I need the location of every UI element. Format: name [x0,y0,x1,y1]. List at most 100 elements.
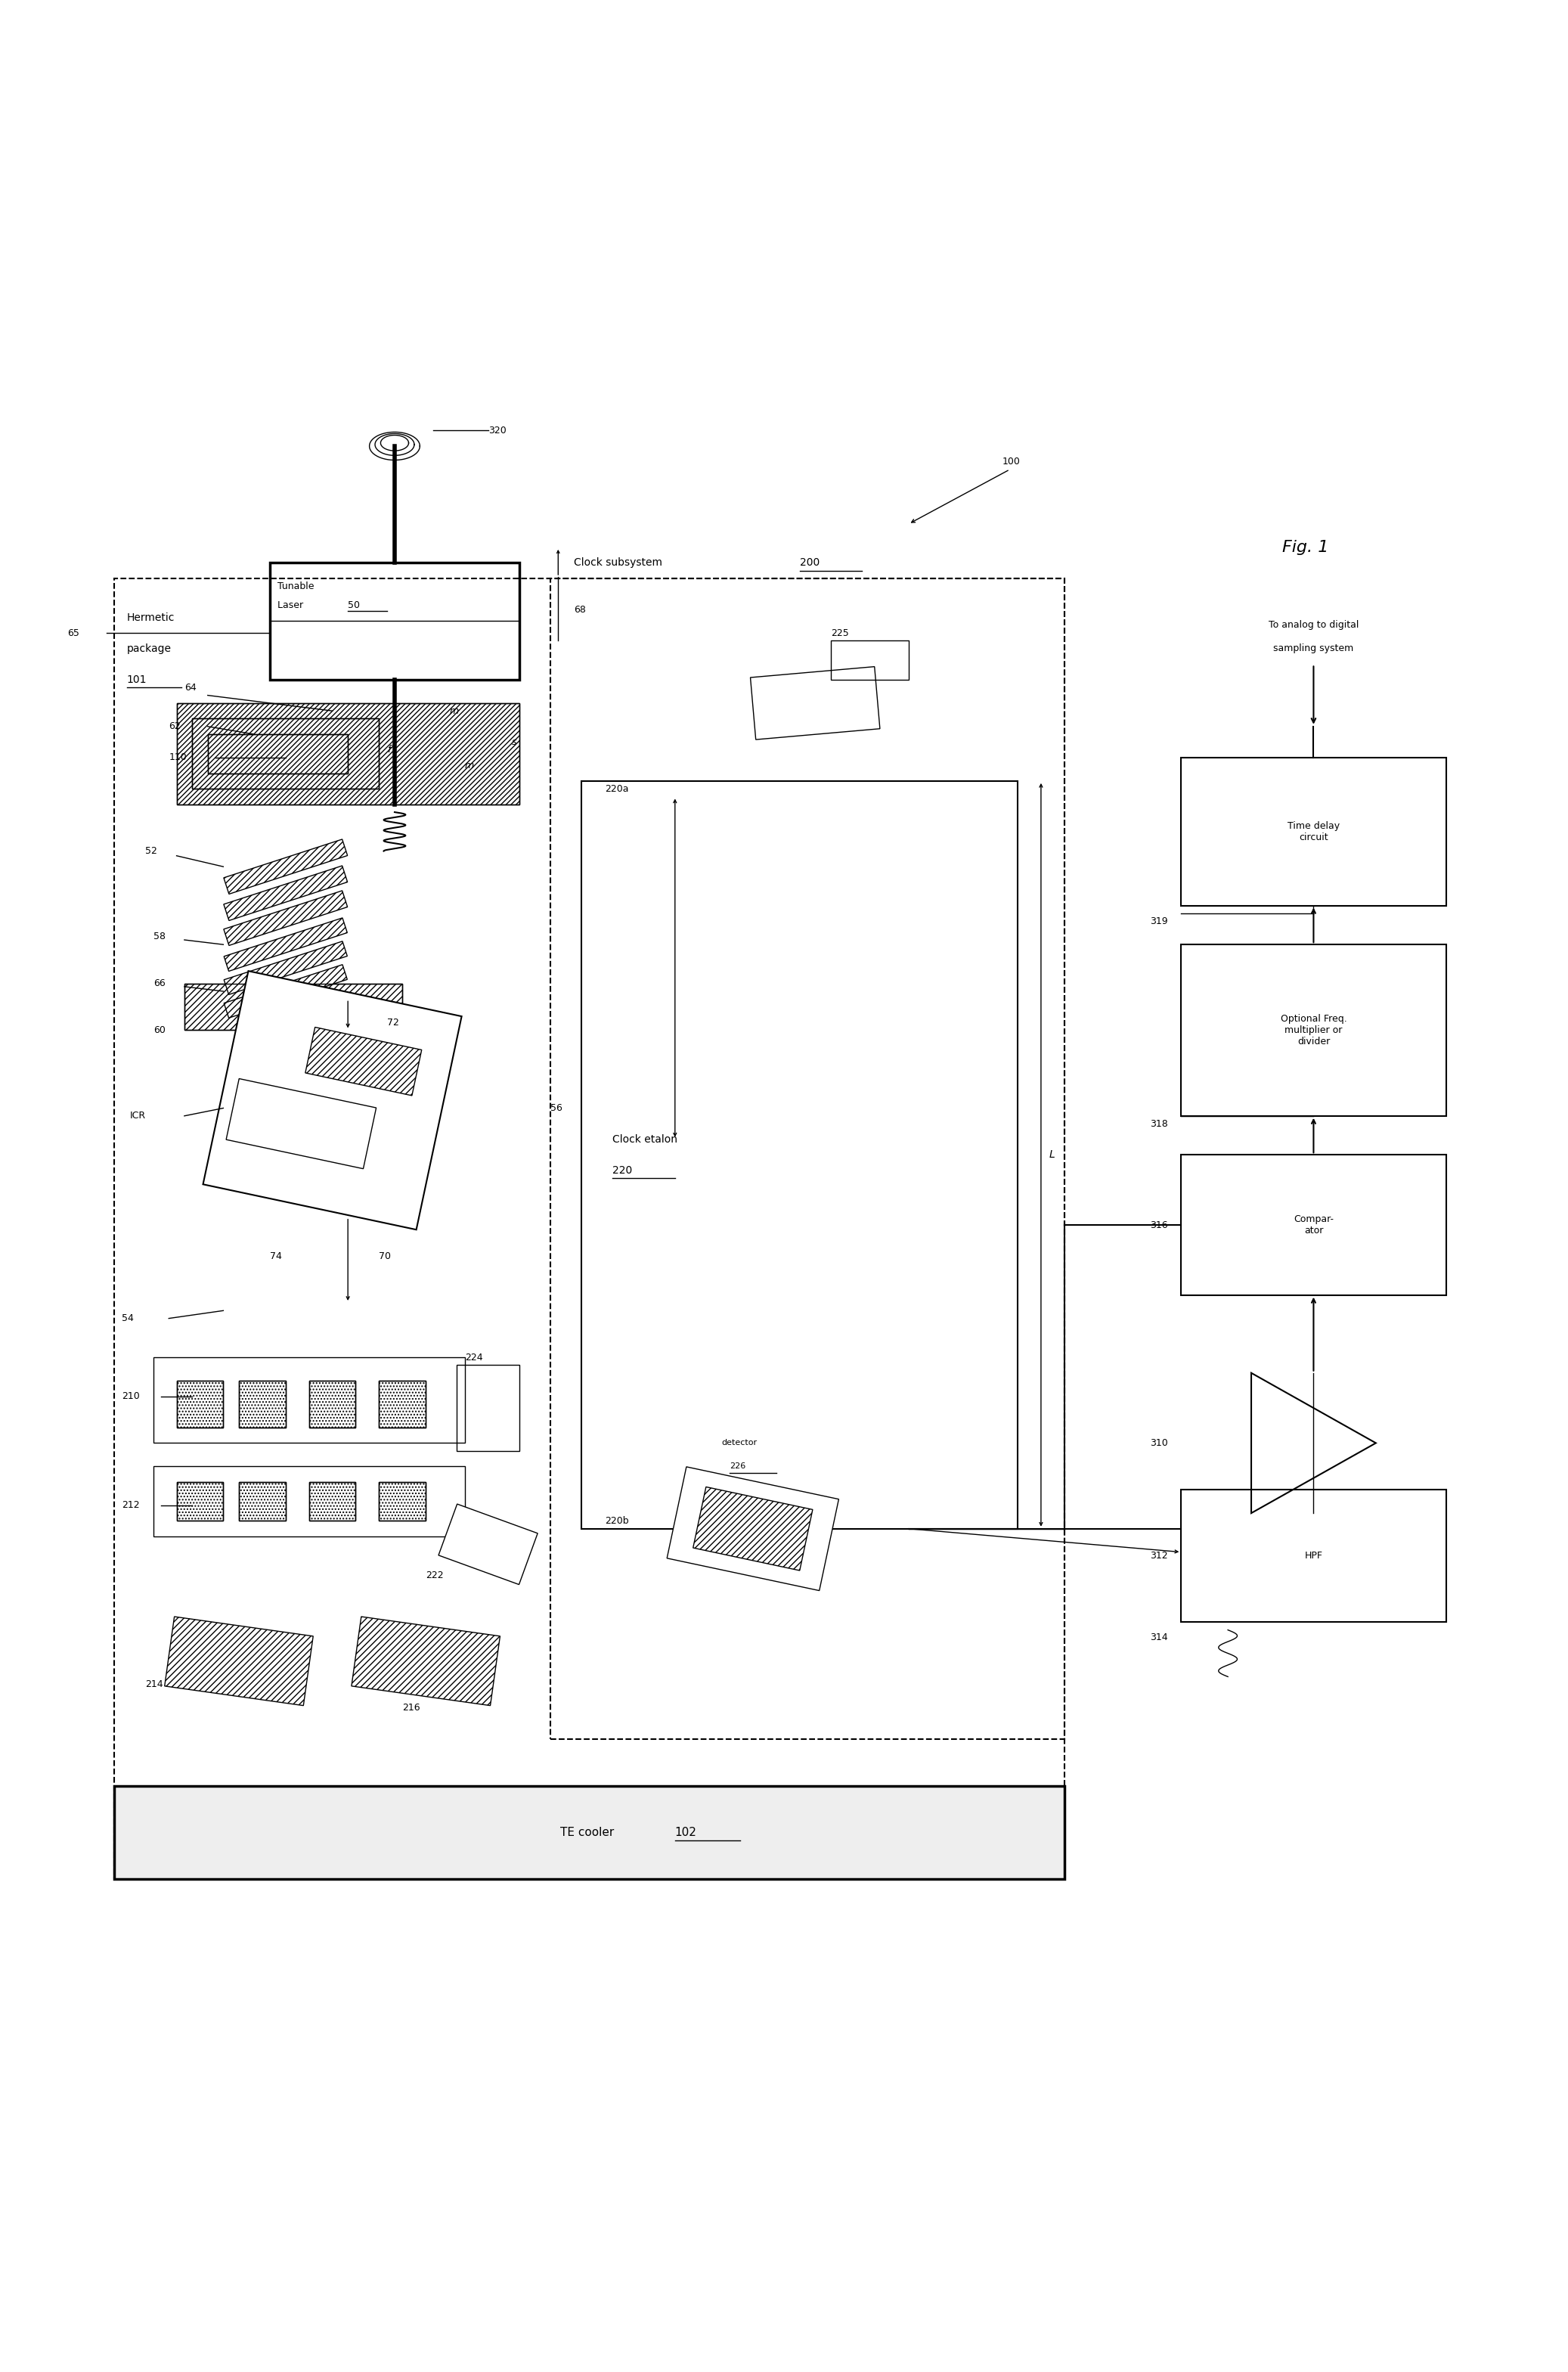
Text: detector: detector [721,1440,757,1447]
Bar [309,1482,356,1520]
Bar [270,562,519,681]
Text: Time delay
circuit: Time delay circuit [1287,821,1339,842]
Polygon shape [439,1504,538,1584]
Text: 316: 316 [1149,1219,1168,1229]
Text: Laser: Laser [278,600,307,610]
Bar [177,702,519,804]
Text: 110: 110 [169,752,187,761]
Bar [379,1482,426,1520]
Bar [185,984,403,1029]
Bar [238,1482,285,1520]
Text: f: f [387,745,390,754]
Bar [309,1482,356,1520]
Bar [379,1381,426,1428]
Text: 200: 200 [800,557,820,569]
Text: 210: 210 [122,1392,140,1402]
Polygon shape [224,890,348,946]
Text: 64: 64 [185,683,196,693]
Text: Compar-
ator: Compar- ator [1294,1214,1334,1236]
Polygon shape [351,1618,500,1705]
Text: s: s [511,738,516,747]
Polygon shape [224,866,348,920]
Bar [379,1381,426,1428]
Bar [154,1357,464,1442]
Text: 101: 101 [127,674,147,686]
Text: 74: 74 [270,1250,282,1262]
Bar [238,1482,285,1520]
Bar [177,1482,223,1520]
Text: 318: 318 [1149,1120,1168,1129]
Text: 60: 60 [154,1025,165,1034]
Polygon shape [224,965,347,1018]
Bar [185,984,403,1029]
Text: TE cooler: TE cooler [560,1826,618,1838]
Text: m: m [464,761,474,771]
Text: 220a: 220a [605,783,629,795]
Bar [238,1381,285,1428]
Text: 212: 212 [122,1501,140,1511]
Polygon shape [666,1466,839,1592]
Text: 68: 68 [574,605,586,614]
Text: 65: 65 [67,629,80,638]
Polygon shape [751,667,880,740]
Text: Fig. 1: Fig. 1 [1283,541,1328,555]
Text: 102: 102 [674,1826,696,1838]
Text: 70: 70 [379,1250,390,1262]
Bar [456,1366,519,1452]
Bar [114,579,1065,1879]
Polygon shape [693,1487,812,1570]
Text: 54: 54 [122,1314,135,1324]
Text: 319: 319 [1149,916,1168,925]
Text: 72: 72 [387,1018,398,1027]
Text: 50: 50 [348,600,361,610]
Text: 214: 214 [146,1679,163,1689]
Bar [309,1381,356,1428]
Text: 52: 52 [146,847,157,856]
Bar [193,719,379,790]
Bar [177,1381,223,1428]
Bar [207,735,348,773]
Bar [1181,757,1446,906]
Text: Hermetic: Hermetic [127,612,174,624]
Bar [1181,1155,1446,1295]
Bar [177,702,519,804]
Polygon shape [224,942,347,994]
Text: Optional Freq.
multiplier or
divider: Optional Freq. multiplier or divider [1281,1013,1347,1046]
Text: L: L [1049,1150,1055,1160]
Text: 216: 216 [403,1703,420,1713]
Bar [238,1381,285,1428]
Bar [114,1786,1065,1879]
Text: 314: 314 [1149,1632,1168,1644]
Bar [177,1381,223,1428]
Text: 100: 100 [1002,458,1021,467]
Bar [177,1482,223,1520]
Text: 62: 62 [169,721,180,731]
Text: 56: 56 [550,1103,563,1112]
Text: 66: 66 [154,980,165,989]
Bar [831,640,908,681]
Bar [550,579,1065,1739]
Bar [1181,944,1446,1115]
Text: Clock etalon: Clock etalon [613,1134,677,1146]
Bar [309,1381,356,1428]
Text: package: package [127,643,171,655]
Text: Clock subsystem: Clock subsystem [574,557,665,569]
Text: HPF: HPF [1305,1551,1323,1561]
Polygon shape [226,1079,376,1169]
Polygon shape [224,840,348,894]
Bar [207,735,348,773]
Text: 58: 58 [154,932,165,942]
Polygon shape [202,970,461,1229]
Text: 320: 320 [488,425,506,436]
Bar [1181,1490,1446,1622]
Bar [379,1482,426,1520]
Text: ICR: ICR [130,1110,146,1122]
Bar [582,780,1018,1528]
Text: 222: 222 [426,1570,444,1580]
Text: 226: 226 [729,1464,745,1471]
Text: 220b: 220b [605,1516,629,1525]
Text: sampling system: sampling system [1273,643,1353,655]
Text: 310: 310 [1149,1437,1168,1447]
Polygon shape [1251,1373,1375,1513]
Text: To analog to digital: To analog to digital [1269,621,1359,631]
